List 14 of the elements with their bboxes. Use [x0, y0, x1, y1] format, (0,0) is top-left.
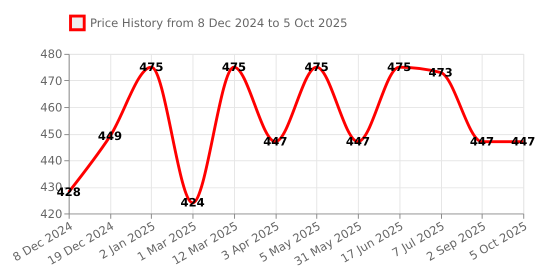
y-tick-label: 460 [40, 100, 62, 114]
y-tick-label: 470 [40, 74, 62, 88]
y-tick-label: 450 [40, 127, 62, 142]
data-label: 447 [511, 134, 536, 149]
y-tick-label: 420 [40, 206, 62, 221]
legend-label: Price History from 8 Dec 2024 to 5 Oct 2025 [90, 16, 348, 30]
data-label: 475 [139, 60, 164, 74]
y-tick-label: 440 [40, 154, 62, 168]
data-label: 475 [304, 60, 329, 74]
data-label: 447 [263, 134, 288, 149]
data-label: 424 [180, 196, 205, 210]
y-tick-label: 480 [40, 47, 62, 62]
data-label: 447 [346, 134, 370, 149]
data-label: 475 [222, 60, 246, 74]
